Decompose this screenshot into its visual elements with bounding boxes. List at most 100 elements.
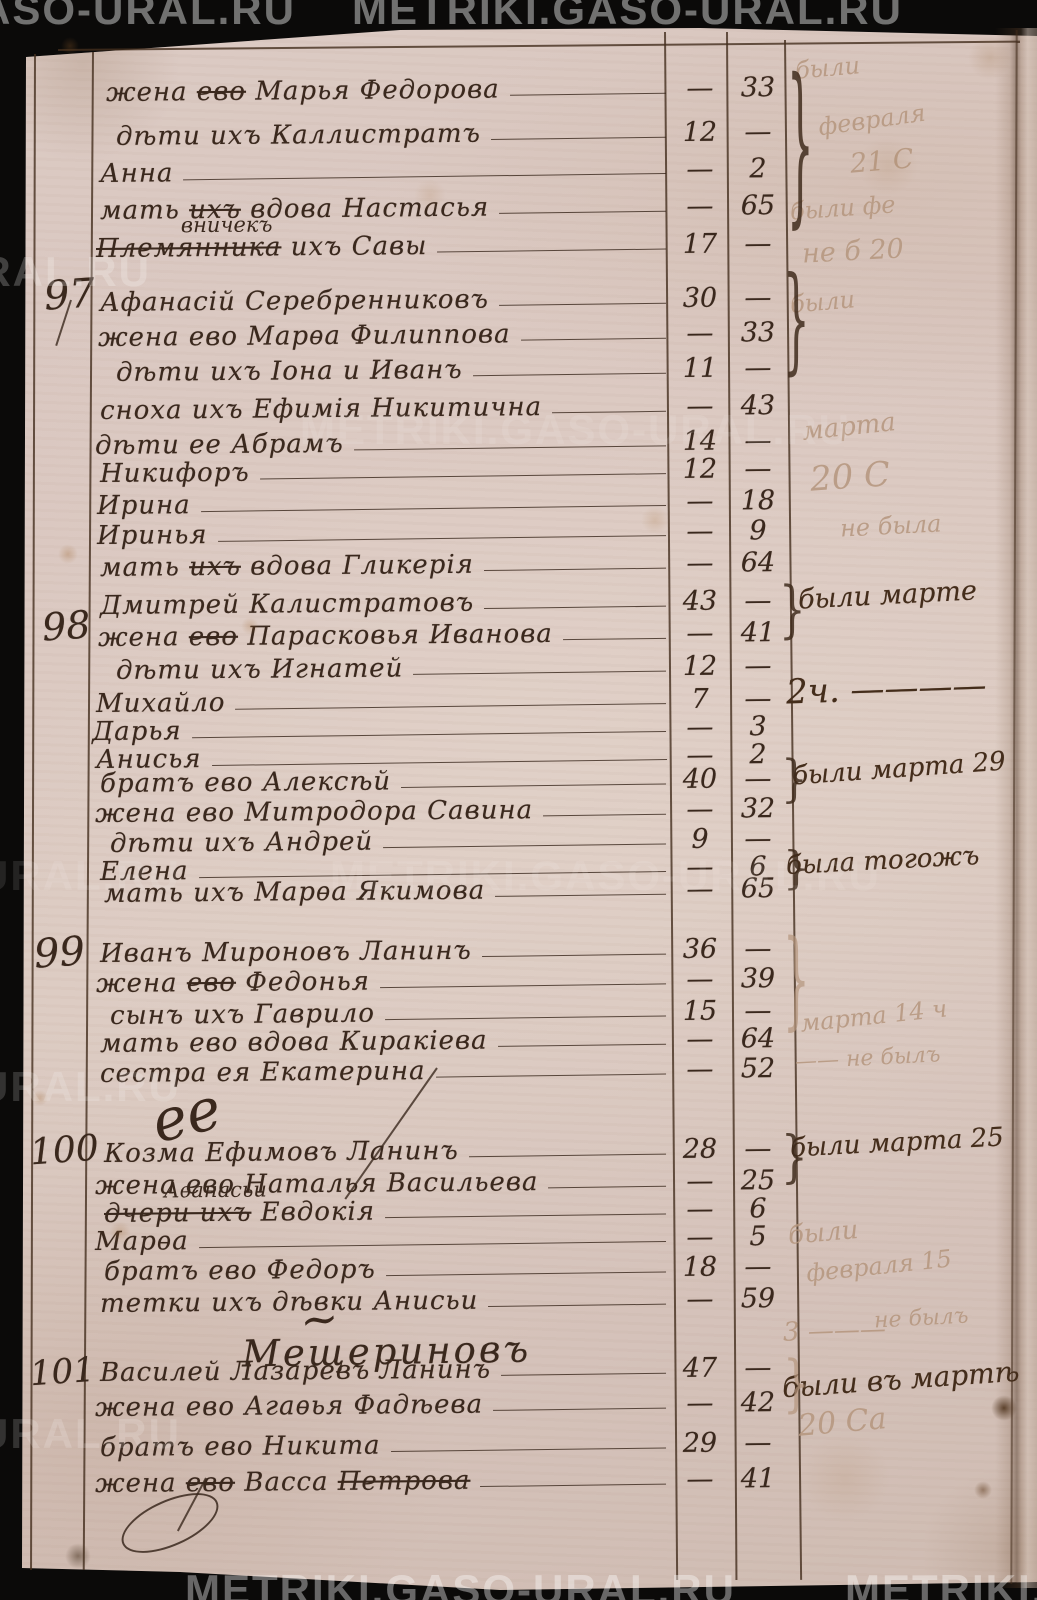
- age-female-cell: —: [744, 1251, 772, 1283]
- person-name: дѣти ихъ Іона и Иванъ: [116, 355, 463, 389]
- age-male-cell: —: [686, 711, 714, 743]
- archive-watermark: METRIKI.GASO-URAL.RU: [352, 0, 903, 33]
- fill-dash-line: [490, 136, 667, 140]
- age-male-cell: 15: [682, 995, 718, 1027]
- person-name: жена ево Марѳа Филиппова: [98, 319, 511, 353]
- age-female-cell: 33: [740, 316, 776, 349]
- name-text: Дмитрей Калистратовъ: [99, 587, 475, 621]
- margin-brace: }: [783, 251, 810, 387]
- fill-dash-line: [520, 337, 667, 341]
- paper-stain: [32, 1090, 48, 1106]
- age-male-cell: 47: [682, 1352, 718, 1384]
- age-male-cell: —: [686, 72, 714, 104]
- table-row: Никифоръ 12 —: [100, 453, 786, 490]
- fill-dash-line: [468, 1153, 667, 1158]
- age-male-cell: —: [686, 793, 714, 825]
- person-name: Иванъ Мироновъ Ланинъ: [100, 936, 472, 970]
- table-row: Дмитрей Калистратовъ 43 —: [99, 585, 786, 622]
- age-female-cell: —: [744, 683, 772, 715]
- struck-word: Петрова: [337, 1465, 471, 1497]
- paper-stain: [858, 136, 918, 196]
- fill-dash-line: [498, 302, 667, 306]
- age-female-cell: 39: [740, 962, 776, 995]
- paper-stain: [109, 1221, 131, 1243]
- table-row: дѣти ихъ Іона и Иванъ 11 —: [116, 352, 786, 389]
- person-name: дѣти ихъ Игнатей: [116, 653, 404, 686]
- age-male-cell: —: [686, 1221, 714, 1253]
- margin-note: не была: [839, 509, 943, 543]
- entry-number: 100: [28, 1127, 101, 1174]
- age-female-cell: 2: [749, 153, 767, 185]
- age-male-cell: 29: [682, 1427, 718, 1459]
- fill-dash-line: [543, 813, 667, 817]
- age-male-cell: —: [686, 1165, 714, 1197]
- age-female-cell: 6: [749, 1193, 767, 1225]
- paper-stain: [991, 1395, 1017, 1421]
- fill-dash-line: [198, 1240, 667, 1249]
- name-text: братъ ево Федоръ: [103, 1254, 376, 1287]
- name-text: Афанасій Серебренниковъ: [99, 284, 490, 318]
- age-male-cell: 12: [682, 453, 718, 485]
- margin-brace: }: [783, 916, 810, 1042]
- pen-flourish: ~: [297, 1290, 342, 1348]
- fill-dash-line: [191, 730, 667, 739]
- name-text: жена: [95, 968, 187, 1000]
- paper-stain: [800, 1433, 890, 1523]
- name-text: Дарья: [91, 716, 182, 748]
- archive-watermark: METRIKI.GASO-URAL.RU: [0, 852, 181, 899]
- age-male-cell: —: [686, 1387, 714, 1419]
- age-female-cell: —: [744, 116, 772, 148]
- age-female-cell: —: [744, 933, 772, 965]
- entry-number: 98: [40, 602, 92, 650]
- fill-dash-line: [200, 504, 667, 513]
- fill-dash-line: [385, 1271, 667, 1277]
- age-female-cell: 33: [740, 72, 776, 104]
- fill-dash-line: [379, 983, 667, 989]
- age-male-cell: —: [686, 1053, 714, 1085]
- margin-note: 2ч. ————: [785, 665, 988, 713]
- age-male-cell: 43: [682, 585, 718, 617]
- fill-dash-line: [483, 567, 667, 571]
- table-row: жена ево Марья Федорова — 33: [105, 72, 786, 109]
- margin-brace: }: [781, 748, 808, 808]
- age-male-cell: 36: [682, 933, 718, 965]
- name-text: Иринья: [96, 520, 208, 552]
- name-text: Михайло: [95, 687, 226, 720]
- table-row: жена ево Парасковья Иванова — 41: [98, 617, 786, 654]
- table-row: дѣти ихъ Игнатей 12 —: [116, 650, 786, 687]
- section-heading: Мещериновъ: [241, 1327, 532, 1376]
- age-male-cell: —: [686, 190, 714, 222]
- fill-dash-line: [385, 1213, 667, 1219]
- margin-note: были: [786, 1214, 860, 1252]
- age-female-cell: 65: [740, 189, 776, 222]
- person-name: братъ ево Алексѣй: [100, 766, 391, 799]
- person-name: братъ ево Федоръ: [103, 1254, 376, 1288]
- table-row: жена ево Марѳа Филиппова — 33: [98, 316, 786, 354]
- paper-stain: [65, 1543, 91, 1569]
- age-female-cell: 64: [740, 1022, 776, 1055]
- table-row: дѣти ихъ Каллистратъ 12 —: [116, 116, 786, 153]
- fill-dash-line: [383, 843, 667, 849]
- table-row: братъ ево Никита 29—: [100, 1427, 786, 1464]
- fill-dash-line: [480, 1483, 667, 1487]
- person-name: Михайло: [95, 687, 226, 720]
- age-female-cell: 32: [740, 792, 776, 825]
- person-name: жена ево Марья Федорова: [105, 75, 500, 109]
- fill-dash-line: [484, 605, 667, 609]
- person-name: жена ево Парасковья Иванова: [98, 619, 553, 654]
- name-text: жена: [105, 77, 197, 108]
- fill-dash-line: [493, 1407, 667, 1411]
- table-row: Афанасій Серебренниковъ 30 —: [99, 282, 786, 319]
- name-text: мать: [99, 552, 190, 583]
- paper-stain: [414, 179, 446, 211]
- age-male-cell: 7: [691, 683, 709, 715]
- margin-brace: }: [779, 573, 806, 646]
- age-male-cell: —: [686, 1023, 714, 1055]
- name-text: Васса: [234, 1466, 338, 1498]
- age-male-cell: —: [686, 547, 714, 579]
- age-female-cell: 42: [740, 1386, 776, 1419]
- age-female-cell: 59: [740, 1282, 776, 1315]
- archive-watermark: METRIKI.GASO-URAL.RU: [330, 852, 881, 899]
- age-male-cell: 11: [682, 352, 718, 384]
